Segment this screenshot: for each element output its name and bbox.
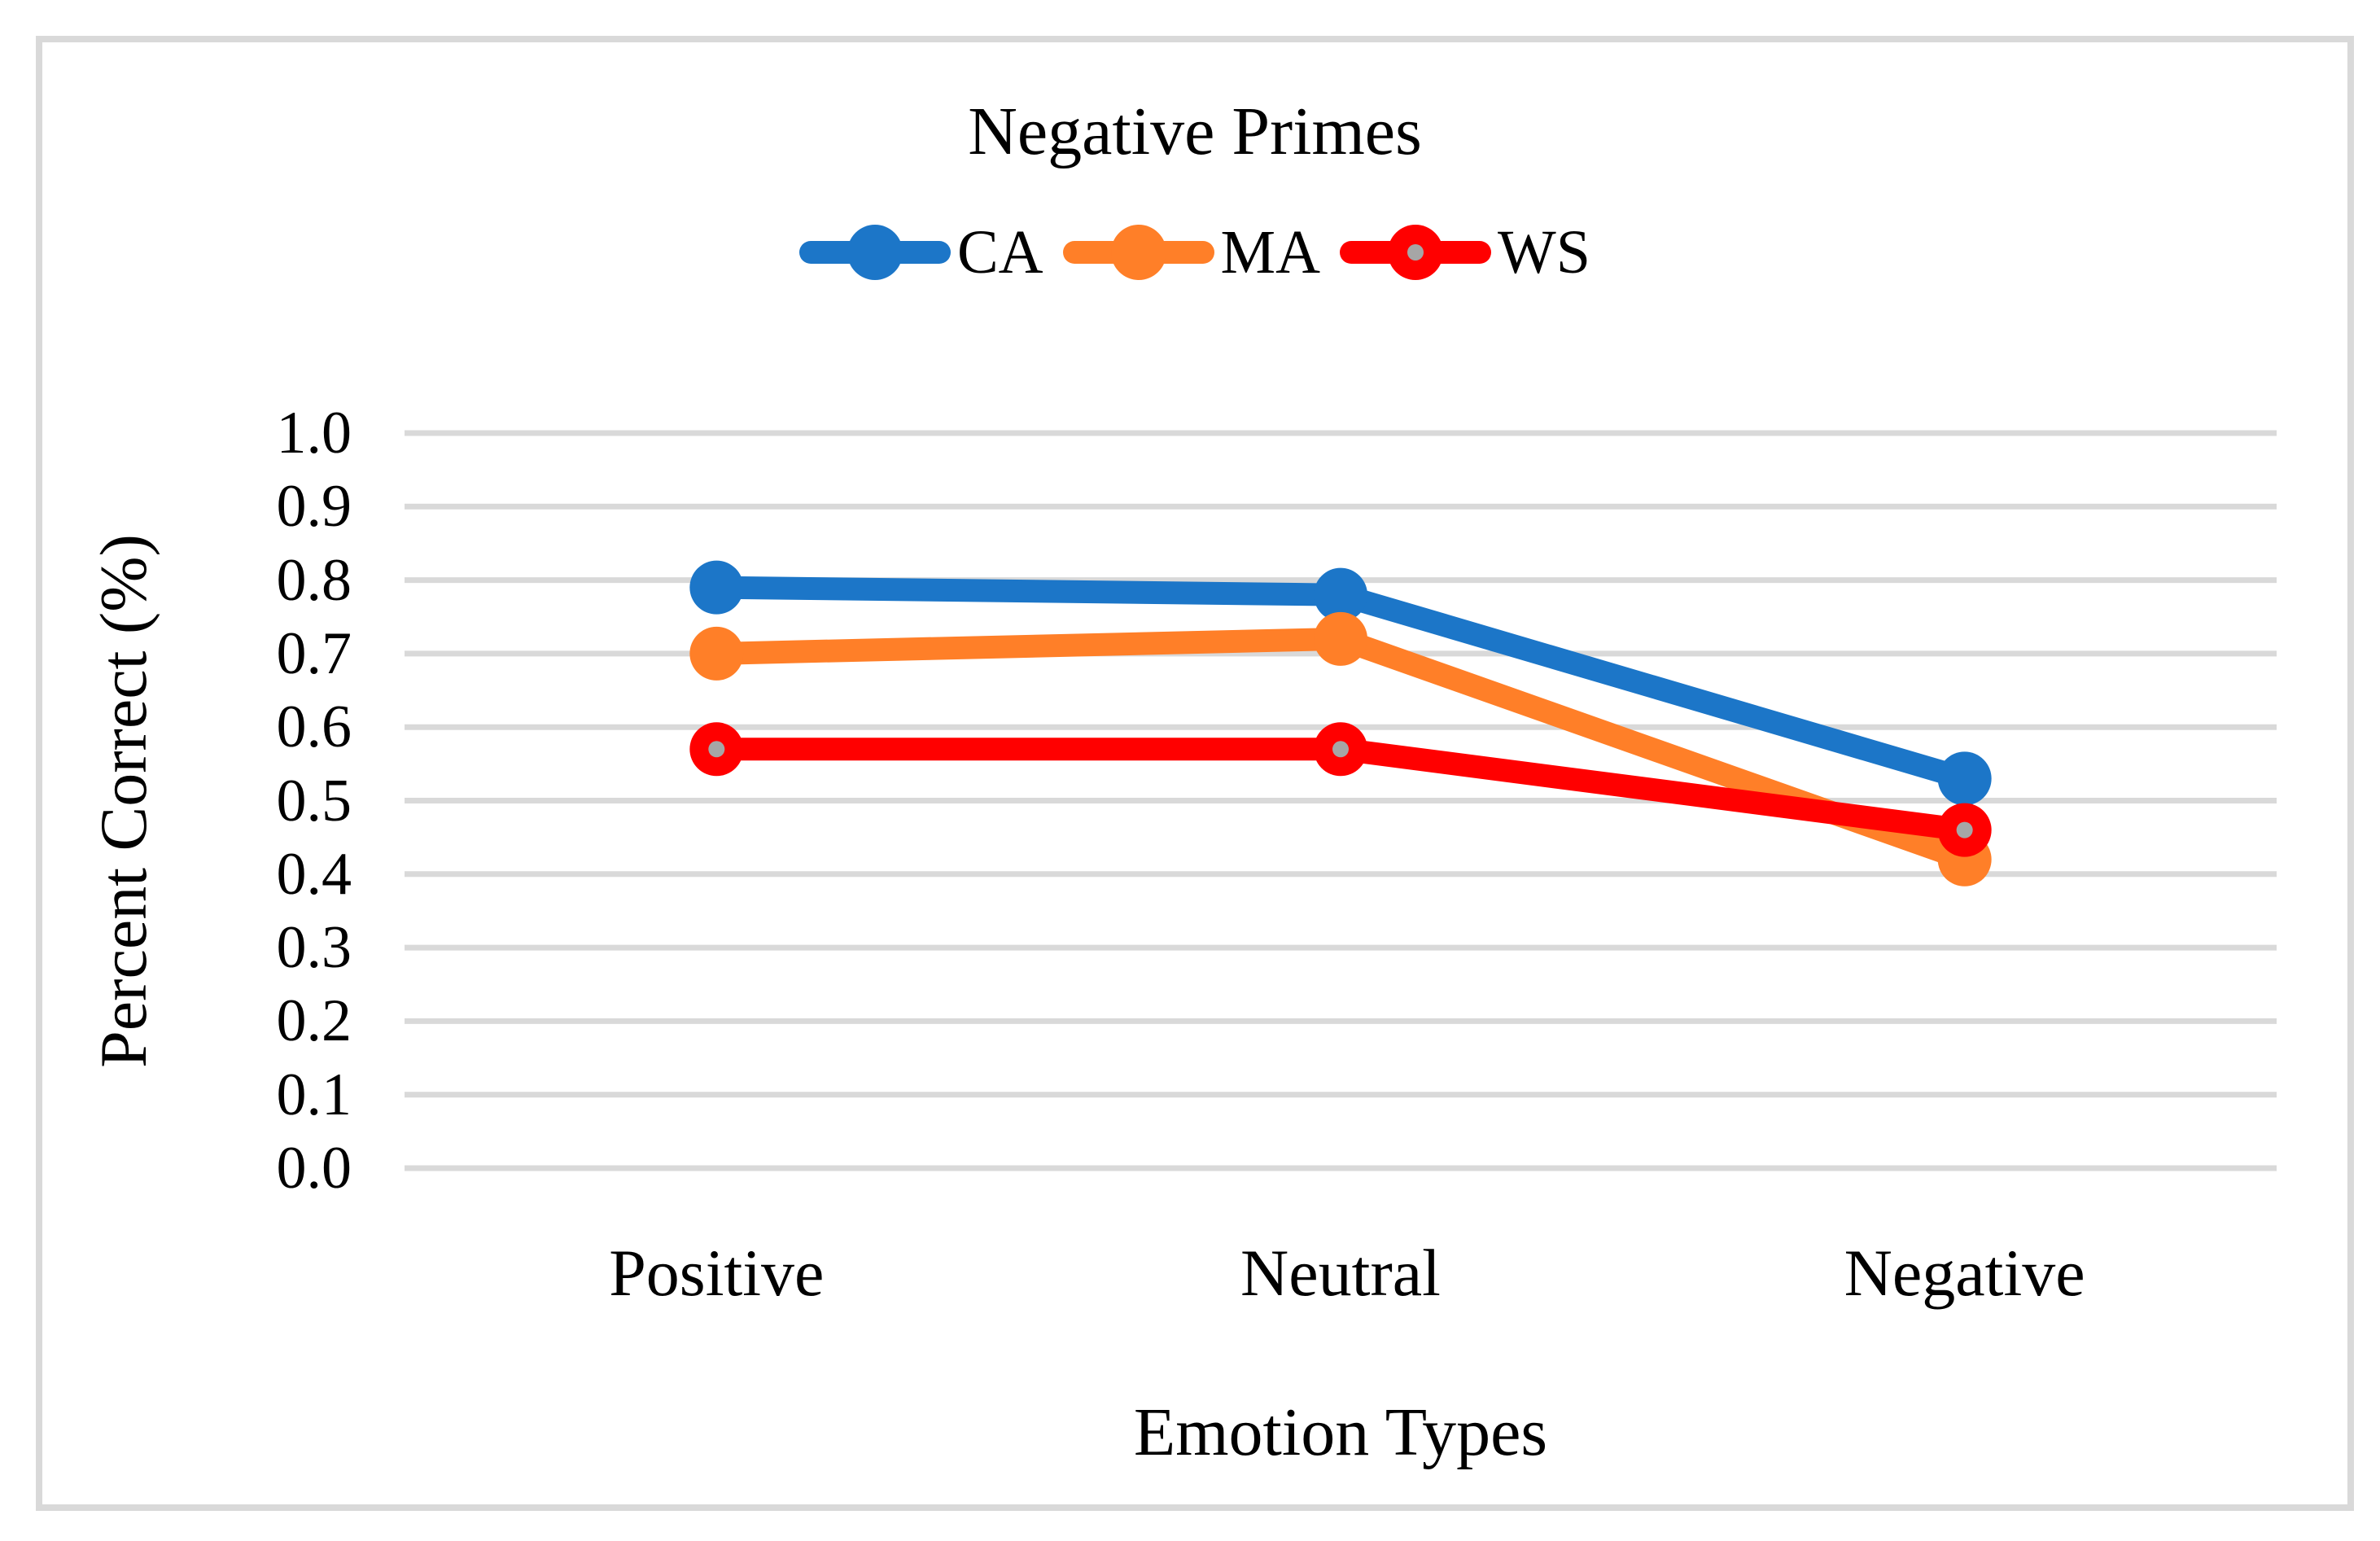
legend-item-ma: MA xyxy=(1062,218,1321,287)
legend-marker-icon xyxy=(798,221,951,283)
legend-label: WS xyxy=(1498,218,1591,287)
x-category-label-neutral: Neutral xyxy=(1240,1236,1441,1310)
y-tick-label: 0.2 xyxy=(276,987,352,1055)
legend-item-ca: CA xyxy=(798,218,1043,287)
legend-circle xyxy=(1110,225,1166,280)
y-tick-label: 0.5 xyxy=(276,767,352,834)
y-tick-label: 1.0 xyxy=(276,400,352,466)
x-axis-title: Emotion Types xyxy=(1133,1394,1548,1470)
y-tick-label: 0.9 xyxy=(276,473,352,541)
data-point-marker-ma xyxy=(1314,611,1367,666)
y-tick-label: 0.3 xyxy=(276,914,352,982)
legend-item-ws: WS xyxy=(1340,221,1590,283)
legend-label: MA xyxy=(1220,218,1321,287)
y-tick-label: 0.1 xyxy=(276,1061,352,1128)
chart-title: Negative Primes xyxy=(968,94,1422,169)
data-point-inner-dot-ws xyxy=(708,741,725,758)
y-tick-label: 0.0 xyxy=(276,1135,352,1202)
legend: CA MA WS xyxy=(36,221,2354,283)
data-point-inner-dot-ws xyxy=(1956,821,1973,838)
legend-marker-icon xyxy=(1340,221,1492,283)
data-point-inner-dot-ws xyxy=(1332,741,1349,758)
chart-frame-border xyxy=(36,36,2354,1511)
legend-inner-dot xyxy=(1407,244,1424,260)
x-category-label-positive: Positive xyxy=(609,1236,825,1310)
y-tick-label: 0.7 xyxy=(276,619,352,687)
legend-marker-icon xyxy=(1062,221,1214,283)
y-tick-label: 0.8 xyxy=(276,546,352,614)
y-tick-label: 0.6 xyxy=(276,694,352,761)
legend-label: CA xyxy=(956,218,1043,287)
data-point-marker-ca xyxy=(1314,567,1367,622)
y-tick-label: 0.4 xyxy=(276,840,352,908)
data-point-marker-ca xyxy=(1937,751,1992,806)
legend-circle xyxy=(847,225,903,280)
y-axis-title: Percent Correct (%) xyxy=(86,534,160,1068)
x-category-label-negative: Negative xyxy=(1844,1236,2085,1310)
data-point-marker-ca xyxy=(689,560,744,615)
data-point-marker-ma xyxy=(689,626,744,681)
